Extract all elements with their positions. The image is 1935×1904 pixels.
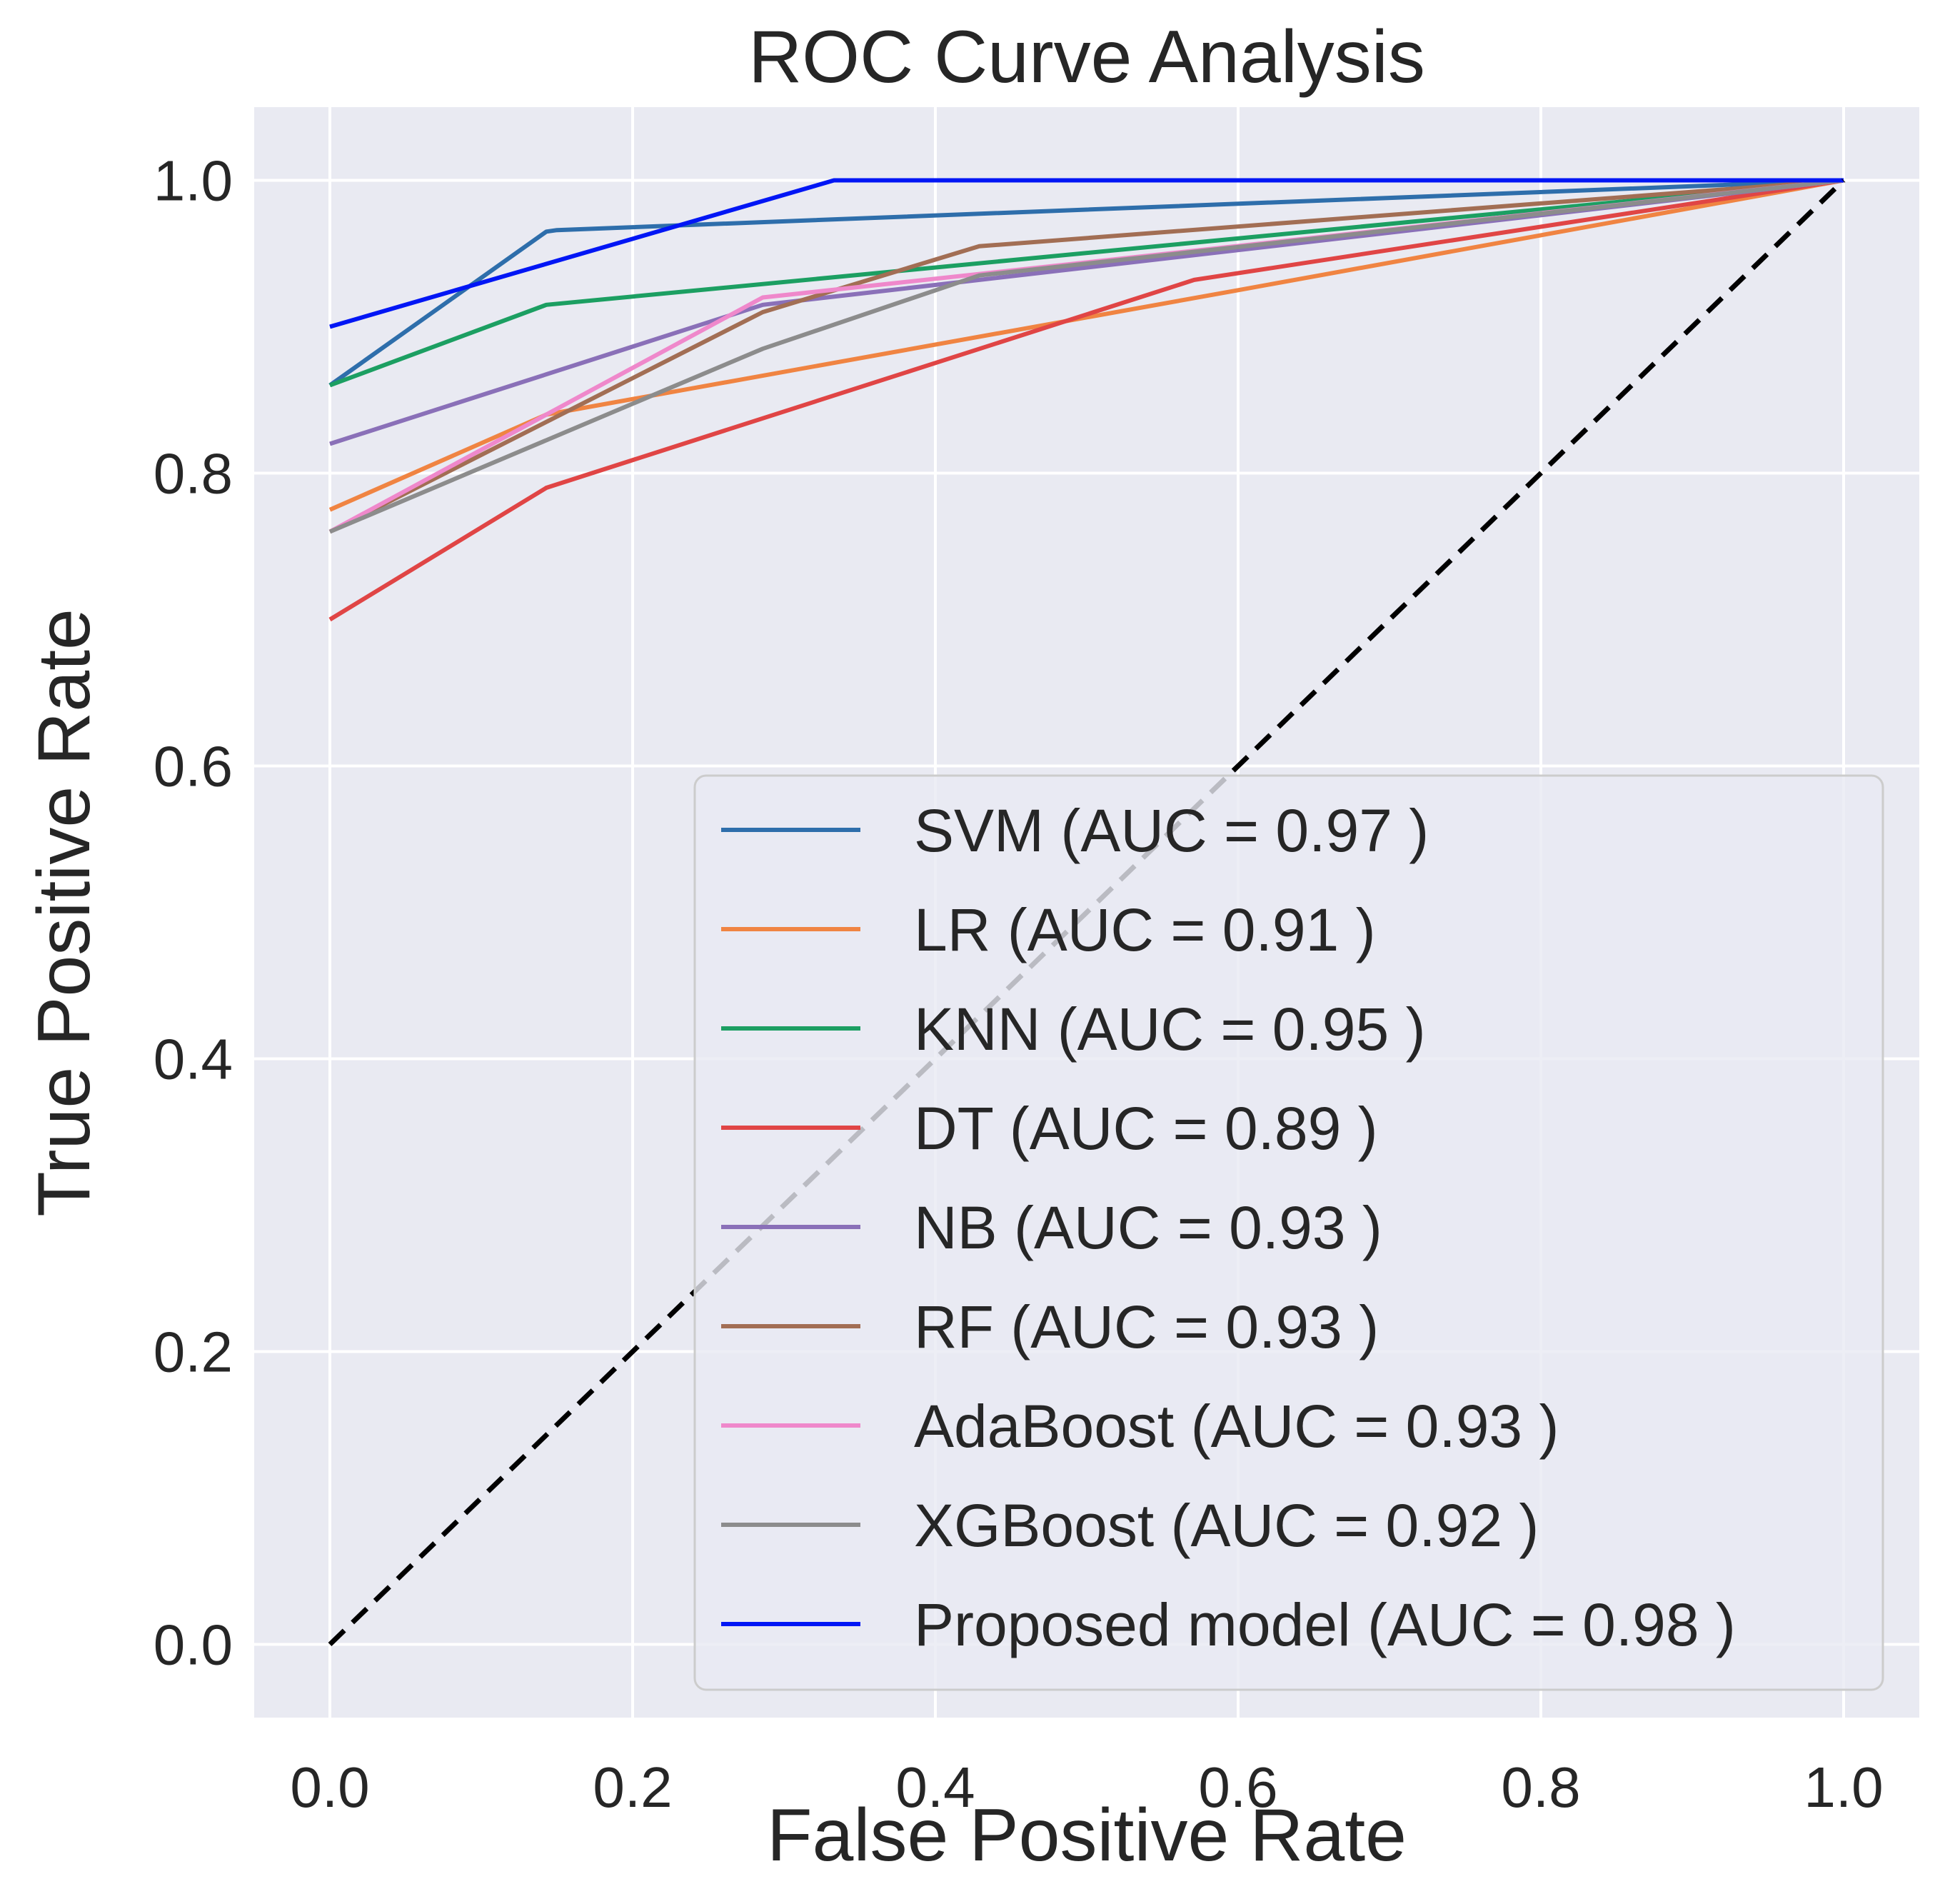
x-tick-labels: 0.0 0.2 0.4 0.6 0.8 1.0 <box>290 1755 1883 1819</box>
y-tick-label-3: 0.6 <box>154 735 233 798</box>
series-line-2 <box>328 178 1844 388</box>
legend-label-1: LR (AUC = 0.91 ) <box>914 896 1376 963</box>
legend-label-5: RF (AUC = 0.93 ) <box>914 1293 1379 1361</box>
x-tick-label-2: 0.4 <box>895 1755 975 1819</box>
legend-items: SVM (AUC = 0.97 ) LR (AUC = 0.91 ) KNN (AU… <box>721 797 1736 1658</box>
series-line-3 <box>328 178 1844 622</box>
y-tick-label-2: 0.4 <box>154 1028 233 1091</box>
x-tick-label-0: 0.0 <box>290 1755 369 1819</box>
y-tick-label-4: 0.8 <box>154 442 233 506</box>
y-tick-label-5: 1.0 <box>154 149 233 213</box>
y-tick-label-0: 0.0 <box>154 1613 233 1677</box>
x-tick-label-1: 0.2 <box>593 1755 672 1819</box>
legend-label-2: KNN (AUC = 0.95 ) <box>914 996 1426 1063</box>
series-line-0 <box>328 178 1844 387</box>
y-axis-label: True Positive Rate <box>23 608 106 1217</box>
legend: SVM (AUC = 0.97 ) LR (AUC = 0.91 ) KNN (AU… <box>693 774 1884 1691</box>
chart-title: ROC Curve Analysis <box>748 16 1425 99</box>
x-axis-label: False Positive Rate <box>767 1794 1407 1877</box>
x-tick-label-3: 0.6 <box>1198 1755 1277 1819</box>
legend-label-8: Proposed model (AUC = 0.98 ) <box>914 1591 1736 1658</box>
series-lines <box>328 178 1844 622</box>
series-line-5 <box>328 178 1844 534</box>
series-line-7 <box>328 178 1844 534</box>
legend-label-6: AdaBoost (AUC = 0.93 ) <box>914 1393 1559 1460</box>
x-tick-label-4: 0.8 <box>1501 1755 1580 1819</box>
legend-label-7: XGBoost (AUC = 0.92 ) <box>914 1492 1539 1559</box>
legend-label-0: SVM (AUC = 0.97 ) <box>914 797 1429 864</box>
y-tick-labels: 0.0 0.2 0.4 0.6 0.8 1.0 <box>154 149 233 1677</box>
legend-box <box>693 774 1884 1691</box>
x-tick-label-5: 1.0 <box>1804 1755 1883 1819</box>
series-line-8 <box>329 178 1844 329</box>
y-tick-label-1: 0.2 <box>154 1321 233 1384</box>
legend-label-4: NB (AUC = 0.93 ) <box>914 1194 1382 1261</box>
legend-label-3: DT (AUC = 0.89 ) <box>914 1095 1378 1162</box>
series-line-1 <box>328 178 1844 512</box>
